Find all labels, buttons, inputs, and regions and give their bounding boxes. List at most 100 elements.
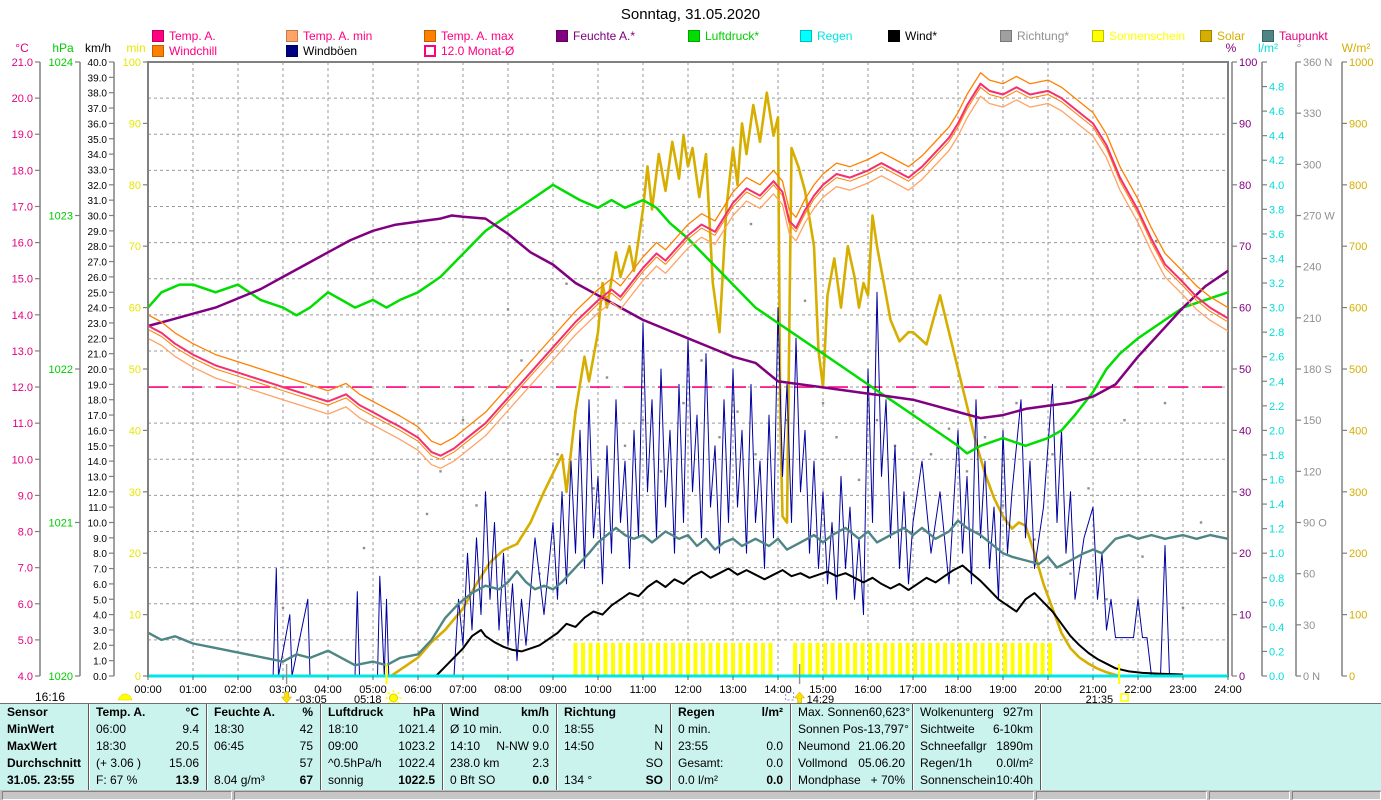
svg-text:2.0: 2.0: [1269, 425, 1284, 437]
cell-value: 1021.4: [398, 722, 435, 736]
cell-value: 1022.4: [398, 756, 435, 770]
table-row: Temp. A. °C: [89, 704, 206, 721]
cell-label: 238.0 km: [450, 756, 500, 770]
chart-canvas: 4.0 5.0 6.0 7.0 8.0 9.0 10.0 11.0 12.0 13.0 14.0 15…: [12, 41, 1373, 706]
svg-text:01:00: 01:00: [179, 684, 207, 696]
cell-value: l/m²: [761, 705, 783, 719]
svg-text:17.0: 17.0: [12, 201, 33, 213]
table-row: 0 min.: [671, 721, 790, 738]
svg-text:100: 100: [123, 57, 141, 69]
svg-text:9.0: 9.0: [93, 534, 107, 545]
cell-value: 75: [299, 739, 313, 753]
sunshine-bars: [573, 642, 1053, 676]
table-row: Sensor: [0, 704, 88, 721]
cell-value: SO: [645, 756, 663, 770]
weather-chart: 4.0 5.0 6.0 7.0 8.0 9.0 10.0 11.0 12.0 13.0 14.0 15…: [12, 41, 1373, 706]
cell-value: 0.0: [766, 773, 783, 787]
cell-value: -13,797°: [863, 722, 909, 736]
table-column: Wolkenunterg 927m Sichtweite 6-10km Schneefa…: [912, 704, 1040, 790]
svg-text:18:00: 18:00: [944, 684, 972, 696]
svg-text:1021: 1021: [49, 518, 73, 530]
svg-text:22:00: 22:00: [1124, 684, 1152, 696]
svg-text:23.0: 23.0: [88, 319, 108, 330]
cell-label: Wolkenunterg: [920, 705, 994, 719]
svg-text:21:35: 21:35: [1086, 694, 1114, 703]
svg-text:400: 400: [1349, 425, 1367, 437]
cell-label: Luftdruck: [328, 705, 384, 719]
svg-text:40.0: 40.0: [88, 58, 108, 69]
cell-value: 60,623°: [868, 705, 911, 719]
svg-text:90: 90: [129, 118, 141, 130]
svg-text:35.0: 35.0: [88, 135, 108, 146]
cell-label: Feuchte A.: [214, 705, 275, 719]
cell-value: 13.9: [175, 773, 199, 787]
axis-header-deg: °: [1297, 41, 1302, 55]
svg-text:8.0: 8.0: [93, 549, 107, 560]
svg-text:19:00: 19:00: [989, 684, 1017, 696]
svg-text:50: 50: [129, 364, 141, 376]
table-row: (+ 3.06 ) 15.06: [89, 755, 206, 772]
table-row: 0.0 l/m² 0.0: [671, 772, 790, 789]
axis-wm2: 0 100 200 300 400 500 600 700 800 900 1000 W/m²: [1341, 41, 1373, 683]
cell-value: 10:40h: [996, 773, 1033, 787]
axis-header-pct: %: [1226, 41, 1237, 55]
axis-hPa: 1020 1021 1022 1023 1024 hPa: [49, 41, 81, 683]
cell-value: 05.06.20: [858, 756, 905, 770]
table-row: MinWert: [0, 721, 88, 738]
cell-label: Sensor: [7, 705, 48, 719]
svg-text:2.0: 2.0: [93, 641, 107, 652]
svg-text:00:00: 00:00: [134, 684, 162, 696]
table-row: Neumond 21.06.20: [791, 738, 912, 755]
svg-text:7.0: 7.0: [93, 565, 107, 576]
axis-header-hPa: hPa: [52, 41, 74, 55]
svg-text:70: 70: [129, 241, 141, 253]
windboeen-marker-icon: [286, 44, 298, 57]
cell-value: N-NW 9.0: [496, 739, 549, 753]
svg-text:8.0: 8.0: [18, 527, 33, 539]
axis-deg: 0 N 30 60 90 O 120 150 180 S 210 240 270 W 300 330 3…: [1295, 41, 1335, 683]
svg-text:38.0: 38.0: [88, 89, 108, 100]
svg-text:19.0: 19.0: [12, 129, 33, 141]
svg-text:330: 330: [1303, 108, 1321, 120]
chart-legend: Temp. A. Temp. A. min Temp. A. max Feuchte …: [0, 0, 1381, 58]
cell-label: 18:30: [214, 722, 245, 736]
cell-value: %: [302, 705, 313, 719]
svg-text:1020: 1020: [49, 671, 73, 683]
svg-text:5.0: 5.0: [93, 595, 107, 606]
svg-text:1.0: 1.0: [93, 657, 107, 668]
legend-item-luftdruck: Luftdruck*: [688, 28, 760, 43]
cell-value: + 70%: [870, 773, 905, 787]
svg-text:27.0: 27.0: [88, 258, 108, 269]
svg-text:0.8: 0.8: [1269, 573, 1284, 585]
table-row: 06:00 9.4: [89, 721, 206, 738]
series-windboeen: [272, 291, 1183, 677]
cell-label: MinWert: [7, 722, 55, 736]
axis-header-degC: °C: [15, 41, 29, 55]
svg-text:4.2: 4.2: [1269, 155, 1284, 167]
cell-label: Durchschnitt: [7, 756, 82, 770]
table-row: 18:55 N: [557, 721, 670, 738]
svg-text:37.0: 37.0: [88, 104, 108, 115]
cell-value: 1890m: [996, 739, 1033, 753]
cell-label: 14:50: [564, 739, 595, 753]
axis-pct: 0 10 20 30 40 50 60 70 80 90 100%: [1226, 41, 1258, 683]
svg-text:3.4: 3.4: [1269, 253, 1284, 265]
svg-text:4.4: 4.4: [1269, 131, 1284, 143]
svg-text:40: 40: [129, 425, 141, 437]
series-solar: [390, 91, 1120, 678]
cell-value: 0.0: [766, 739, 783, 753]
table-row: Feuchte A.%: [207, 704, 320, 721]
table-row: Sonnenschein 10:40h: [913, 772, 1040, 789]
moonset-arrow-icon: [281, 691, 293, 704]
svg-text:10: 10: [129, 610, 141, 622]
svg-text:30: 30: [1303, 620, 1315, 632]
table-column: Wind km/h Ø 10 min. 0.0 14:10 N-NW 9.0 238.0 k…: [442, 704, 556, 790]
cell-value: 0.0: [532, 773, 549, 787]
axis-lm2: 0.0 0.2 0.4 0.6 0.8 1.0 1.2 1.4 1.6 1.8 2.0 2.2 2.4 2…: [1258, 41, 1284, 683]
svg-text:3.2: 3.2: [1269, 278, 1284, 290]
svg-text:16:00: 16:00: [854, 684, 882, 696]
windchill-marker-icon: [152, 44, 164, 57]
series-wind: [435, 564, 1184, 677]
legend-label: Luftdruck*: [705, 28, 760, 43]
table-row: 238.0 km 2.3: [443, 755, 556, 772]
